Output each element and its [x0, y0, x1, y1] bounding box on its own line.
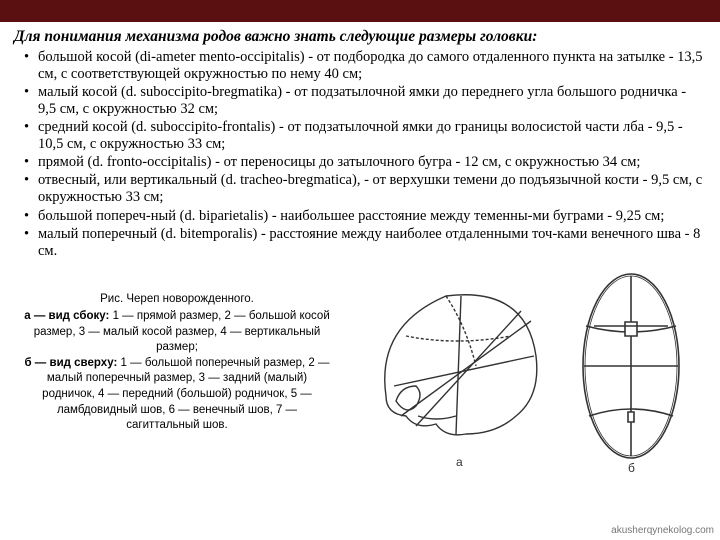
list-item: отвесный, или вертикальный (d. tracheo-b… — [24, 172, 706, 206]
caption-title: Рис. Череп новорожденного. — [20, 292, 334, 308]
list-item: прямой (d. fronto-occipitalis) - от пере… — [24, 154, 706, 171]
label-a: а — [456, 455, 463, 469]
figure-caption: Рис. Череп новорожденного. а — вид сбоку… — [14, 266, 338, 434]
label-b: б — [628, 461, 635, 475]
skull-illustration: а б — [346, 266, 706, 476]
skull-top-group — [583, 274, 679, 458]
watermark: akusherqynekolog.com — [611, 525, 714, 536]
caption-a-label: а — вид сбоку: — [24, 310, 109, 322]
caption-block-a: а — вид сбоку: 1 — прямой размер, 2 — бо… — [24, 310, 330, 353]
list-item: большой попереч-ный (d. biparietalis) - … — [24, 208, 706, 225]
skull-side-group — [385, 295, 537, 435]
content-area: Для понимания механизма родов важно знат… — [0, 22, 720, 476]
caption-block-b: б — вид сверху: 1 — большой поперечный р… — [25, 357, 330, 431]
caption-b-label: б — вид сверху: — [25, 357, 118, 369]
list-item: малый косой (d. suboccipito-bregmatika) … — [24, 84, 706, 118]
header-bar — [0, 0, 720, 22]
page-title: Для понимания механизма родов важно знат… — [14, 28, 706, 47]
list-item: средний косой (d. suboccipito-frontalis)… — [24, 119, 706, 153]
figure-area: Рис. Череп новорожденного. а — вид сбоку… — [14, 266, 706, 476]
list-item: большой косой (di-ameter mento-occipital… — [24, 49, 706, 83]
bullet-list: большой косой (di-ameter mento-occipital… — [24, 49, 706, 260]
skull-svg: а б — [346, 266, 706, 476]
list-item: малый поперечный (d. bitemporalis) - рас… — [24, 226, 706, 260]
